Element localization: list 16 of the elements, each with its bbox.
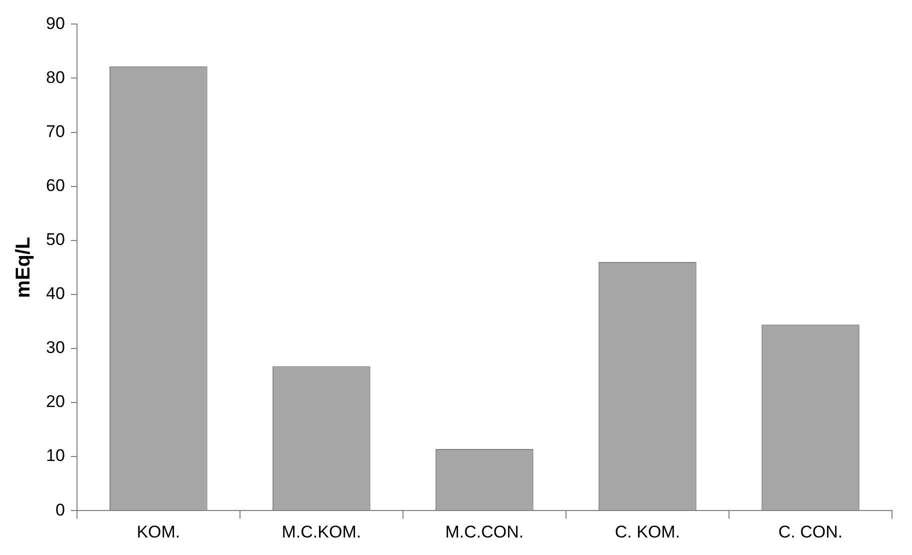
y-tick-label: 20 [46,392,65,412]
x-tick-label: KOM. [136,522,180,542]
x-tick-label: C. CON. [778,522,843,542]
y-tick-label: 40 [46,284,65,304]
y-tick-label: 10 [46,446,65,466]
y-axis-title: mEq/L [12,236,35,298]
y-tick-label: 50 [46,230,65,250]
y-tick-label: 60 [46,176,65,196]
y-tick-label: 70 [46,122,65,141]
x-tick-label: M.C.CON. [445,522,524,542]
y-tick-label: 0 [55,500,65,520]
y-tick-label: 80 [46,68,65,87]
x-tick-label: M.C.KOM. [282,522,362,542]
x-tick-label: C. KOM. [614,522,680,542]
y-tick-label: 90 [46,14,65,33]
y-tick-label: 30 [46,338,65,358]
